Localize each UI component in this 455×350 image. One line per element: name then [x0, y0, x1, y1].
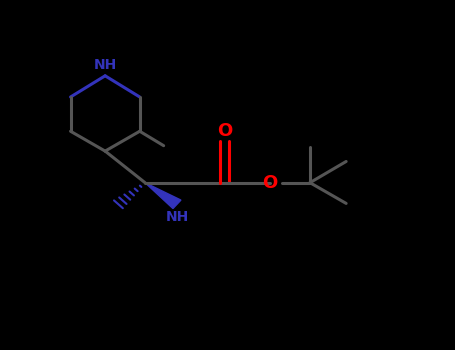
- Polygon shape: [145, 183, 181, 209]
- Text: O: O: [217, 122, 233, 140]
- Text: O: O: [263, 174, 278, 192]
- Text: NH: NH: [165, 210, 188, 224]
- Text: NH: NH: [94, 57, 117, 71]
